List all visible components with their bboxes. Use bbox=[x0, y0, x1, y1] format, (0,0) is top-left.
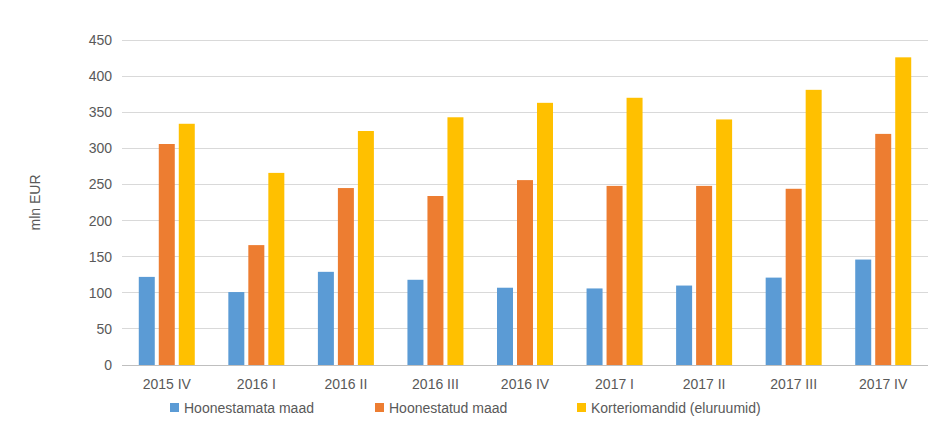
bar bbox=[228, 292, 244, 365]
bar bbox=[806, 90, 822, 365]
grid-line bbox=[122, 40, 928, 41]
bar bbox=[248, 245, 264, 365]
bar bbox=[447, 117, 463, 365]
y-tick-label: 50 bbox=[96, 321, 112, 337]
bars bbox=[139, 57, 911, 365]
y-tick-label: 100 bbox=[89, 285, 113, 301]
bar bbox=[497, 288, 513, 365]
bar bbox=[696, 186, 712, 365]
bar bbox=[268, 173, 284, 365]
bar bbox=[139, 277, 155, 365]
x-tick-label: 2016 III bbox=[412, 376, 459, 392]
y-tick-label: 450 bbox=[89, 32, 113, 48]
chart-container: 0 50 100 150 200 250 300 350 400 450 mln EUR 2015 I… bbox=[0, 0, 942, 444]
x-tick-label: 2016 I bbox=[237, 376, 276, 392]
legend-swatch bbox=[375, 403, 384, 412]
legend-label: Hoonestamata maad bbox=[184, 400, 314, 416]
bar bbox=[855, 260, 871, 365]
y-tick-label: 0 bbox=[104, 357, 112, 373]
x-tick-label: 2017 I bbox=[595, 376, 634, 392]
y-tick-label: 200 bbox=[89, 213, 113, 229]
bar bbox=[786, 189, 802, 365]
y-axis-label: mln EUR bbox=[27, 174, 43, 230]
bar bbox=[587, 288, 603, 365]
y-tick-label: 400 bbox=[89, 68, 113, 84]
x-tick-label: 2015 IV bbox=[143, 376, 192, 392]
bar bbox=[766, 278, 782, 365]
legend: Hoonestamata maad Hoonestatud maad Korteri… bbox=[170, 400, 761, 416]
y-tick-label: 150 bbox=[89, 249, 113, 265]
x-tick-label: 2017 IV bbox=[859, 376, 908, 392]
bar bbox=[895, 57, 911, 365]
bar bbox=[159, 144, 175, 365]
legend-label: Hoonestatud maad bbox=[389, 400, 507, 416]
bar bbox=[716, 119, 732, 365]
bar bbox=[676, 286, 692, 365]
bar bbox=[407, 280, 423, 365]
bar bbox=[358, 131, 374, 365]
bar bbox=[607, 186, 623, 365]
legend-swatch bbox=[170, 403, 179, 412]
bar bbox=[338, 188, 354, 365]
bar bbox=[875, 134, 891, 365]
grid-line bbox=[122, 365, 928, 366]
y-tick-label: 300 bbox=[89, 140, 113, 156]
grid bbox=[122, 40, 928, 365]
x-tick-label: 2016 II bbox=[324, 376, 367, 392]
bar bbox=[517, 180, 533, 365]
bar bbox=[627, 98, 643, 365]
x-tick-label: 2017 II bbox=[683, 376, 726, 392]
bar bbox=[427, 196, 443, 365]
y-tick-label: 250 bbox=[89, 176, 113, 192]
chart-svg: 0 50 100 150 200 250 300 350 400 450 mln EUR 2015 I… bbox=[0, 0, 942, 444]
y-tick-label: 350 bbox=[89, 104, 113, 120]
x-axis-line bbox=[122, 365, 928, 366]
bar bbox=[179, 124, 195, 365]
legend-swatch bbox=[577, 403, 586, 412]
x-tick-label: 2017 III bbox=[770, 376, 817, 392]
x-tick-label: 2016 IV bbox=[501, 376, 550, 392]
legend-label: Korteriomandid (eluruumid) bbox=[591, 400, 761, 416]
grid-line bbox=[122, 76, 928, 77]
bar bbox=[537, 103, 553, 365]
bar bbox=[318, 272, 334, 365]
